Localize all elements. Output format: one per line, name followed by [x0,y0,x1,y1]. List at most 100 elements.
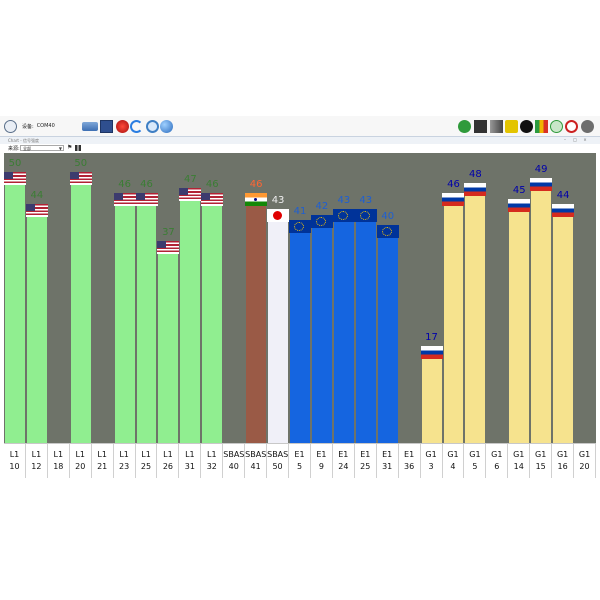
window-title: Chart - 信号强度 [8,138,39,143]
minimize-button[interactable]: – [564,137,566,142]
signal-bar[interactable] [202,200,223,443]
filter-select[interactable]: 全部 ▼ [20,145,64,151]
signal-bar[interactable] [246,200,267,443]
signal-bar[interactable] [377,232,398,443]
satellite-system: G1 [513,450,525,459]
chart-button[interactable] [535,118,548,134]
satellite-label-l1-25[interactable]: L1 25 [136,444,158,478]
satellite-label-l1-32[interactable]: L1 32 [201,444,224,478]
clock-icon-wrap[interactable] [4,118,17,134]
satellite-label-g1-20[interactable]: G1 20 [574,444,596,478]
satellite-label-sbas-40[interactable]: SBAS 40 [223,444,246,478]
gear-icon[interactable] [581,119,594,133]
satellite-label-l1-12[interactable]: L1 12 [26,444,48,478]
monitor-icon[interactable] [474,119,487,133]
satellite-label-g1-3[interactable]: G1 3 [421,444,443,478]
satellite-label-e1-31[interactable]: E1 31 [377,444,399,478]
signal-bar[interactable] [180,195,201,443]
satellite-system: L1 [53,450,64,459]
map-button[interactable] [565,118,578,134]
flag-usa-icon [113,193,136,207]
satellite-label-l1-18[interactable]: L1 18 [48,444,70,478]
satellite-label-g1-4[interactable]: G1 4 [443,444,465,478]
satellite-prn: 40 [228,462,239,471]
satellite-label-e1-5[interactable]: E1 5 [289,444,311,478]
flag-usa-icon [69,172,92,186]
satellite-label-l1-23[interactable]: L1 23 [114,444,136,478]
satellite-label-g1-14[interactable]: G1 14 [508,444,531,478]
moon-button[interactable] [520,118,533,134]
radar-button[interactable] [550,118,563,134]
star-icon[interactable] [505,119,518,133]
globe-icon[interactable] [160,119,173,133]
satellite-button[interactable] [458,118,471,134]
star-button[interactable] [505,118,518,134]
grid-icon[interactable] [75,145,81,151]
config-icon[interactable] [146,119,159,133]
satellite-label-l1-26[interactable]: L1 26 [157,444,180,478]
signal-bar[interactable] [333,216,354,443]
satellite-label-g1-6[interactable]: G1 6 [486,444,509,478]
chart-icon[interactable] [535,119,548,133]
connect-button[interactable] [82,118,98,134]
record-button[interactable] [116,118,129,134]
signal-bar[interactable] [421,353,442,443]
satellite-label-g1-5[interactable]: G1 5 [464,444,487,478]
satellite-label-l1-21[interactable]: L1 21 [92,444,114,478]
signal-bar[interactable] [268,216,289,443]
map-icon[interactable] [565,119,578,133]
signal-bar[interactable] [5,179,25,443]
gear-button[interactable] [581,118,594,134]
signal-bar[interactable] [509,205,530,443]
close-button[interactable]: × [583,137,587,142]
satellite-prn: 23 [118,462,130,471]
satellite-label-g1-16[interactable]: G1 16 [552,444,575,478]
satellite-label-e1-24[interactable]: E1 24 [333,444,355,478]
signal-value-label: 42 [315,200,329,212]
satellite-label-e1-25[interactable]: E1 25 [355,444,377,478]
connect-icon[interactable] [82,121,98,131]
monitor-button[interactable] [474,118,487,134]
satellite-label-sbas-41[interactable]: SBAS 41 [245,444,268,478]
satellite-system: SBAS [245,450,267,459]
refresh-icon[interactable] [130,119,143,133]
moon-icon[interactable] [520,119,533,133]
satellite-icon[interactable] [458,119,471,133]
signal-button[interactable] [490,118,503,134]
satellite-labels: L1 10 L1 12 L1 18 L1 20 L1 21 L1 23 L1 25 L1 26 L1 31 L1 32… [4,443,596,478]
signal-bar[interactable] [443,200,464,443]
record-icon[interactable] [116,119,129,133]
refresh-button[interactable] [130,118,143,134]
signal-bar[interactable] [26,211,47,443]
signal-bar[interactable] [531,184,552,443]
signal-bar[interactable] [136,200,157,443]
satellite-label-e1-9[interactable]: E1 9 [311,444,333,478]
flag-eu-icon [289,219,311,233]
satellite-system: G1 [556,450,569,459]
signal-bar[interactable] [311,221,332,443]
satellite-label-g1-15[interactable]: G1 15 [530,444,553,478]
globe-button[interactable] [160,118,173,134]
radar-icon[interactable] [550,119,563,133]
signal-bar[interactable] [465,189,486,443]
flag-icon[interactable]: ⚑ [67,144,73,151]
signal-bar[interactable] [290,226,310,443]
config-button[interactable] [146,118,159,134]
clock-icon[interactable] [4,119,17,133]
signal-bar[interactable] [158,247,179,443]
satellite-label-e1-36[interactable]: E1 36 [399,444,421,478]
satellite-system: L1 [163,450,173,459]
signal-bar[interactable] [355,216,376,443]
signal-bar[interactable] [553,211,574,443]
signal-bar[interactable] [70,179,91,443]
save-icon[interactable] [100,119,113,133]
save-button[interactable] [100,118,113,134]
satellite-label-l1-20[interactable]: L1 20 [70,444,92,478]
satellite-label-l1-10[interactable]: L1 10 [4,444,26,478]
maximize-button[interactable]: □ [573,137,577,142]
port-value[interactable]: COM40 [36,123,55,129]
signal-icon[interactable] [490,119,503,133]
signal-bar[interactable] [114,200,135,443]
satellite-label-sbas-50[interactable]: SBAS 50 [267,444,290,478]
satellite-label-l1-31[interactable]: L1 31 [179,444,202,478]
